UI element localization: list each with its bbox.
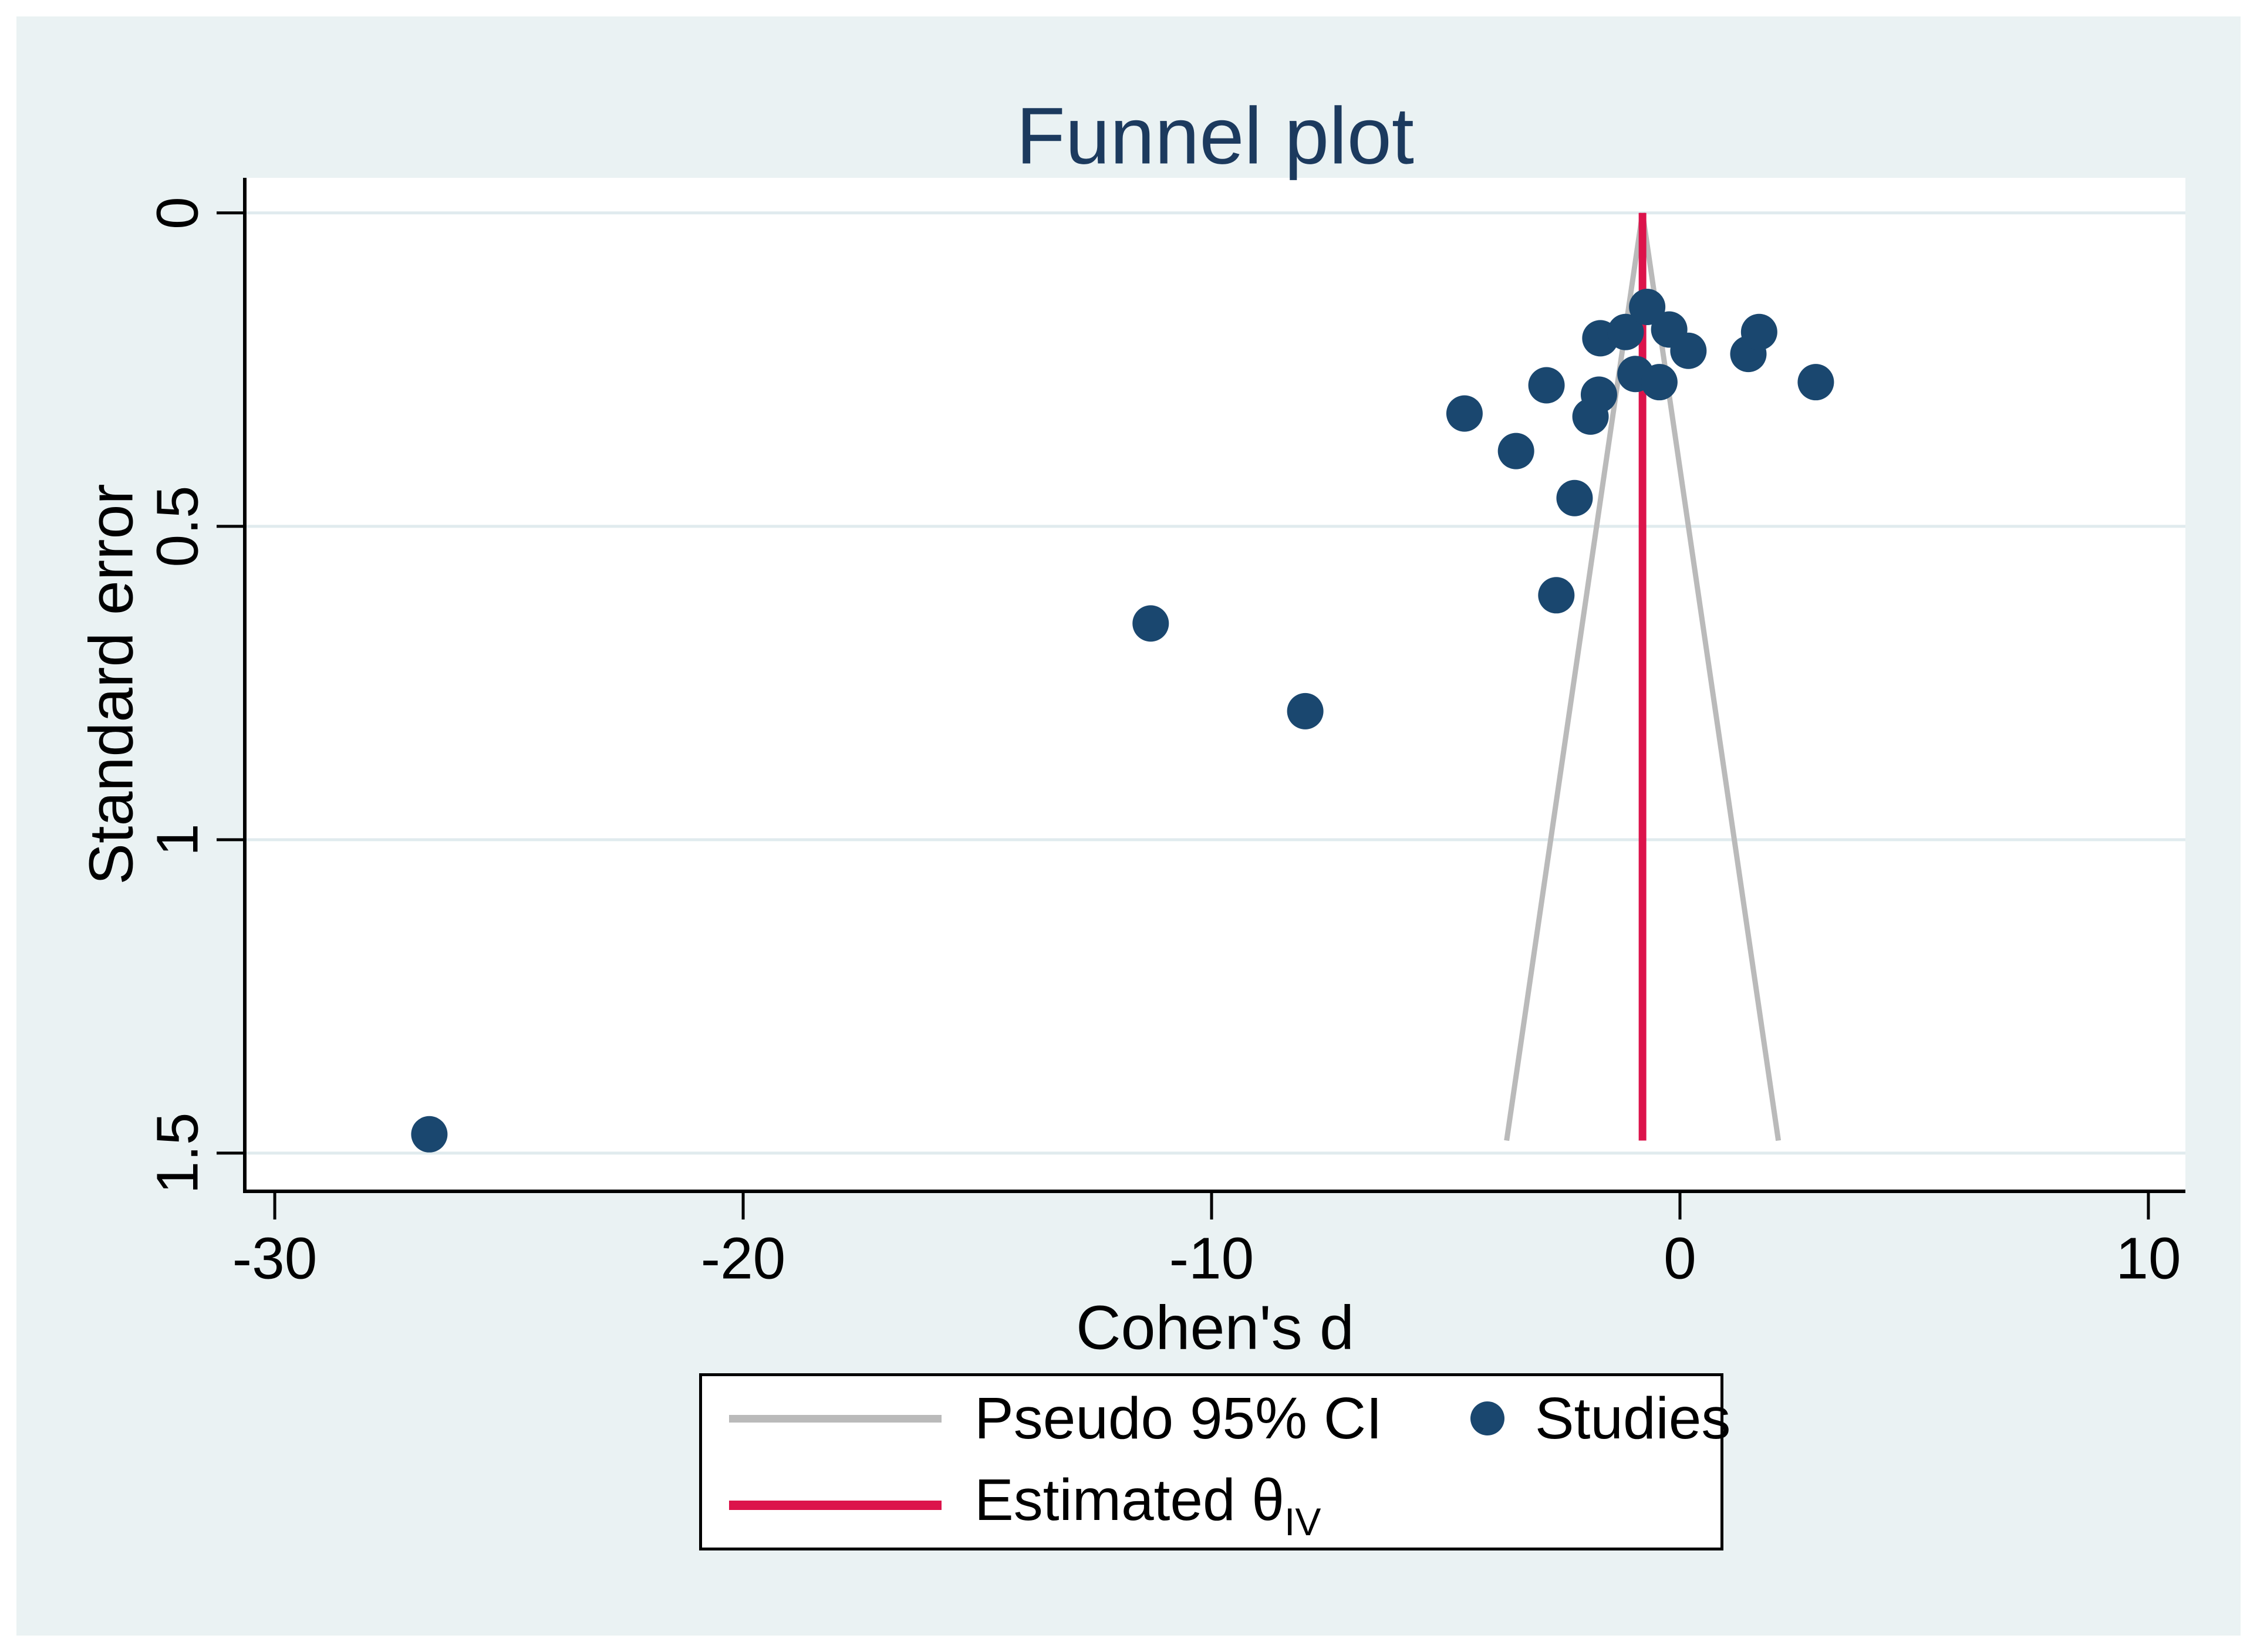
x-tick-label: 10 (2116, 1225, 2181, 1292)
page-title: Funnel plot (1016, 91, 1414, 181)
studies-label: Studies (1534, 1385, 1731, 1451)
study-point (1607, 313, 1644, 350)
study-point (1497, 433, 1534, 469)
study-point (411, 1116, 448, 1153)
estimated-theta-line-swatch (729, 1501, 942, 1510)
study-point (1556, 479, 1593, 516)
studies-dot-swatch (1470, 1401, 1504, 1435)
x-tick-label: -20 (700, 1225, 786, 1292)
legend-box: Pseudo 95% CI Studies Estimated θIV (699, 1373, 1730, 1550)
legend-studies-group: Studies (1470, 1385, 1731, 1452)
study-point (1641, 364, 1678, 401)
x-tick-label: -30 (232, 1225, 318, 1292)
study-point (1670, 332, 1707, 369)
y-tick-label: 1.5 (144, 1112, 211, 1194)
study-point (1740, 313, 1777, 350)
legend-row-1: Pseudo 95% CI Studies (729, 1386, 1730, 1451)
x-tick-label: -10 (1169, 1225, 1254, 1292)
plot-area (245, 178, 2185, 1191)
estimated-theta-label: Estimated θIV (974, 1467, 1321, 1543)
x-axis-title: Cohen's d (1076, 1293, 1354, 1363)
study-point (1580, 376, 1617, 413)
y-tick-label: 1 (144, 823, 211, 856)
study-point (1538, 577, 1575, 614)
pseudo-ci-label: Pseudo 95% CI (974, 1385, 1382, 1451)
study-point (1132, 605, 1169, 642)
study-point (1629, 289, 1666, 326)
study-point (1287, 692, 1324, 729)
y-axis-title: Standard error (76, 484, 146, 885)
study-point (1528, 367, 1565, 404)
study-point (1446, 395, 1483, 432)
legend-row-2: Estimated θIV (729, 1467, 1720, 1543)
y-tick-label: 0 (144, 196, 211, 229)
estimated-theta-subscript: IV (1284, 1500, 1321, 1543)
study-point (1797, 364, 1834, 401)
y-tick-label: 0.5 (144, 485, 211, 567)
x-tick-label: 0 (1664, 1225, 1696, 1292)
pseudo-ci-line-swatch (729, 1414, 942, 1423)
